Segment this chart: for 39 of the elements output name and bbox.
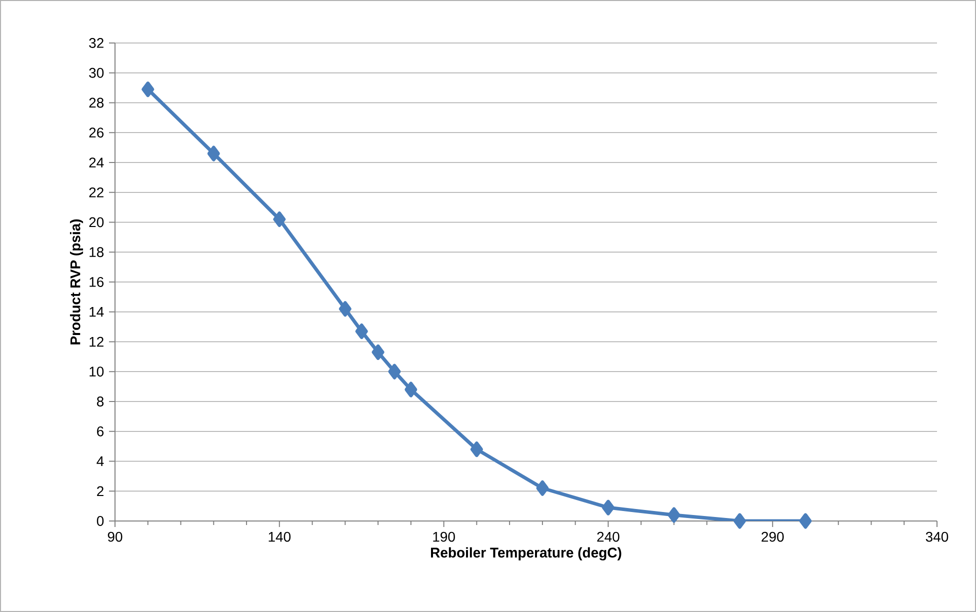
y-tick-label: 20 xyxy=(89,217,104,228)
point xyxy=(273,212,286,227)
x-tick-label: 240 xyxy=(597,532,620,542)
point xyxy=(536,480,549,496)
y-tick-label: 12 xyxy=(90,336,104,347)
y-axis-title: Product RVP (psia) xyxy=(70,219,84,344)
x-tick-label: 140 xyxy=(268,532,291,542)
point xyxy=(404,382,418,398)
x-tick-label: 90 xyxy=(108,532,122,542)
y-tick-label: 2 xyxy=(97,486,104,496)
point xyxy=(207,146,220,162)
y-tick-label: 10 xyxy=(90,366,104,377)
y-tick-label: 8 xyxy=(96,396,104,406)
point xyxy=(733,513,746,529)
y-tick-label: 30 xyxy=(89,68,104,78)
y-tick-label: 16 xyxy=(90,277,104,287)
point xyxy=(668,507,680,523)
y-tick-label: 28 xyxy=(89,98,104,108)
point xyxy=(470,442,483,458)
y-tick-label: 24 xyxy=(89,158,104,168)
y-tick-label: 14 xyxy=(90,307,104,317)
point xyxy=(338,301,352,317)
point xyxy=(142,82,154,98)
x-tick-label: 290 xyxy=(762,532,784,542)
y-tick-label: 6 xyxy=(97,426,104,436)
x-axis-title: Reboiler Temperature (degC) xyxy=(431,547,622,560)
y-tick-label: 0 xyxy=(96,516,104,526)
y-tick-label: 22 xyxy=(89,187,104,198)
point xyxy=(602,500,614,516)
point xyxy=(388,364,401,380)
x-tick-label: 340 xyxy=(926,532,948,542)
y-tick-label: 18 xyxy=(90,247,104,258)
x-tick-label: 190 xyxy=(433,532,455,542)
y-tick-label: 32 xyxy=(89,38,104,48)
point xyxy=(372,344,384,360)
point xyxy=(799,513,812,529)
y-tick-label: 26 xyxy=(89,128,104,138)
y-tick-label: 4 xyxy=(96,456,104,466)
point xyxy=(355,324,368,340)
